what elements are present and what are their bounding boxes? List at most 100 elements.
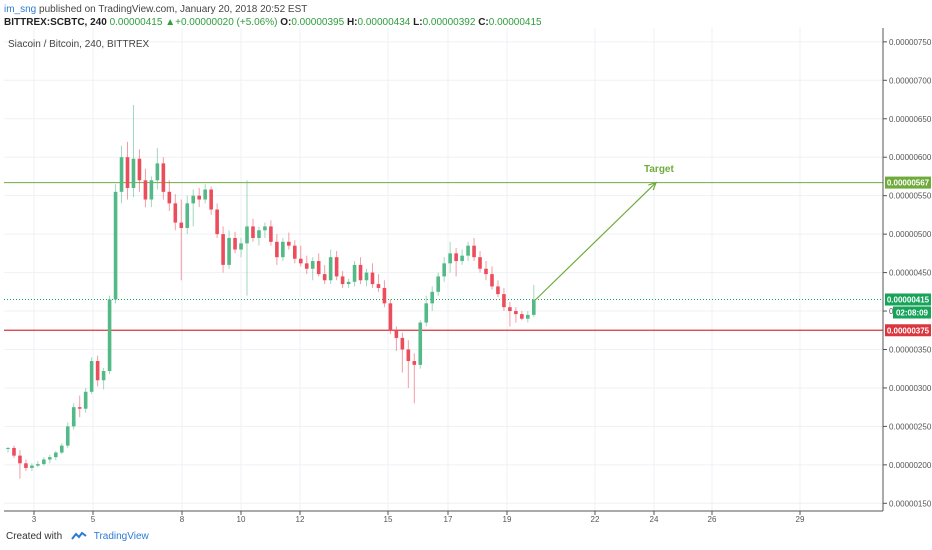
candle-body[interactable] bbox=[131, 158, 136, 188]
candle-body[interactable] bbox=[442, 263, 446, 277]
x-tick-label: 24 bbox=[650, 515, 659, 524]
candle-body[interactable] bbox=[376, 284, 381, 288]
candle-body[interactable] bbox=[532, 299, 536, 315]
candle-body[interactable] bbox=[466, 245, 470, 256]
candle-body[interactable] bbox=[490, 274, 494, 287]
candle-body[interactable] bbox=[370, 272, 375, 285]
candle-body[interactable] bbox=[328, 257, 333, 281]
candle-body[interactable] bbox=[334, 257, 339, 277]
candle-body[interactable] bbox=[257, 230, 261, 238]
candle-body[interactable] bbox=[59, 445, 64, 453]
y-tick-label: 0.00000350 bbox=[889, 345, 932, 354]
candle-body[interactable] bbox=[394, 330, 399, 338]
candle-body[interactable] bbox=[119, 157, 124, 192]
candle-body[interactable] bbox=[400, 337, 405, 350]
candle-body[interactable] bbox=[364, 272, 369, 281]
candle-body[interactable] bbox=[520, 314, 524, 319]
candle-body[interactable] bbox=[269, 226, 273, 242]
candle-body[interactable] bbox=[346, 281, 351, 285]
candle-body[interactable] bbox=[65, 426, 70, 446]
candle-body[interactable] bbox=[310, 261, 315, 269]
candle-body[interactable] bbox=[143, 180, 148, 200]
candle-body[interactable] bbox=[448, 253, 452, 264]
candle-body[interactable] bbox=[436, 276, 440, 292]
candle-body[interactable] bbox=[48, 457, 52, 460]
candle-body[interactable] bbox=[424, 303, 429, 323]
candle-body[interactable] bbox=[514, 311, 518, 315]
candle-body[interactable] bbox=[113, 191, 118, 300]
candle-body[interactable] bbox=[185, 203, 190, 228]
candle-body[interactable] bbox=[233, 237, 237, 250]
candle-body[interactable] bbox=[322, 274, 327, 281]
candle-body[interactable] bbox=[245, 226, 249, 244]
candle-body[interactable] bbox=[137, 158, 142, 181]
candle-body[interactable] bbox=[406, 349, 411, 362]
x-tick-label: 10 bbox=[237, 515, 246, 524]
candle-body[interactable] bbox=[304, 263, 309, 269]
candle-body[interactable] bbox=[388, 303, 393, 331]
candle-body[interactable] bbox=[77, 407, 82, 409]
candle-body[interactable] bbox=[472, 245, 476, 258]
candle-body[interactable] bbox=[107, 299, 112, 372]
candle-body[interactable] bbox=[42, 459, 46, 465]
candle-body[interactable] bbox=[36, 464, 40, 466]
author-link[interactable]: im_sng bbox=[4, 4, 37, 15]
candle-body[interactable] bbox=[221, 234, 225, 265]
target-arrow[interactable] bbox=[535, 182, 657, 300]
candle-body[interactable] bbox=[352, 264, 357, 282]
candle-body[interactable] bbox=[101, 371, 106, 381]
candle-body[interactable] bbox=[6, 447, 10, 449]
candle-body[interactable] bbox=[382, 287, 387, 304]
candle-body[interactable] bbox=[71, 407, 76, 427]
candle-body[interactable] bbox=[83, 391, 88, 409]
candle-body[interactable] bbox=[227, 237, 231, 265]
candle-body[interactable] bbox=[18, 455, 22, 464]
price-tag-target bbox=[885, 176, 931, 189]
candle-body[interactable] bbox=[54, 452, 58, 458]
candle-body[interactable] bbox=[460, 255, 464, 262]
symbol-name: BITTREX:SCBTC, 240 bbox=[4, 17, 107, 28]
candle-body[interactable] bbox=[275, 241, 279, 258]
tradingview-brand-link[interactable]: TradingView bbox=[93, 531, 149, 542]
last-price: 0.00000415 bbox=[109, 17, 163, 28]
candle-body[interactable] bbox=[197, 195, 201, 200]
candle-body[interactable] bbox=[526, 314, 530, 319]
candle-body[interactable] bbox=[454, 253, 458, 262]
candle-body[interactable] bbox=[209, 189, 213, 210]
candle-body[interactable] bbox=[251, 226, 255, 238]
candle-body[interactable] bbox=[149, 180, 154, 200]
candle-body[interactable] bbox=[167, 191, 172, 204]
candle-body[interactable] bbox=[89, 361, 94, 392]
candle-body[interactable] bbox=[161, 163, 166, 192]
candle-body[interactable] bbox=[502, 294, 506, 308]
candle-body[interactable] bbox=[298, 258, 303, 264]
candle-body[interactable] bbox=[215, 209, 219, 235]
candle-body[interactable] bbox=[478, 257, 482, 269]
candle-body[interactable] bbox=[508, 307, 512, 312]
candle-body[interactable] bbox=[340, 276, 345, 285]
candle-body[interactable] bbox=[263, 226, 267, 231]
candle-body[interactable] bbox=[358, 264, 363, 281]
candle-body[interactable] bbox=[95, 361, 100, 381]
candle-body[interactable] bbox=[287, 241, 291, 246]
candle-body[interactable] bbox=[12, 447, 16, 456]
candle-body[interactable] bbox=[316, 261, 321, 275]
candle-body[interactable] bbox=[191, 195, 196, 204]
candle-body[interactable] bbox=[179, 222, 184, 228]
candle-body[interactable] bbox=[418, 322, 423, 365]
candle-body[interactable] bbox=[293, 245, 297, 259]
candle-body[interactable] bbox=[155, 163, 160, 181]
candle-body[interactable] bbox=[496, 286, 500, 295]
candle-body[interactable] bbox=[24, 463, 28, 468]
candle-body[interactable] bbox=[30, 465, 34, 468]
candle-body[interactable] bbox=[412, 361, 417, 365]
symbol-info: BITTREX:SCBTC, 240 0.00000415 ▲+0.000000… bbox=[4, 17, 542, 28]
candle-body[interactable] bbox=[430, 291, 435, 304]
candle-body[interactable] bbox=[203, 189, 207, 200]
candle-body[interactable] bbox=[239, 243, 243, 250]
candle-body[interactable] bbox=[484, 268, 488, 275]
candle-body[interactable] bbox=[173, 203, 178, 223]
candle-body[interactable] bbox=[125, 157, 130, 188]
candle-body[interactable] bbox=[281, 241, 285, 258]
